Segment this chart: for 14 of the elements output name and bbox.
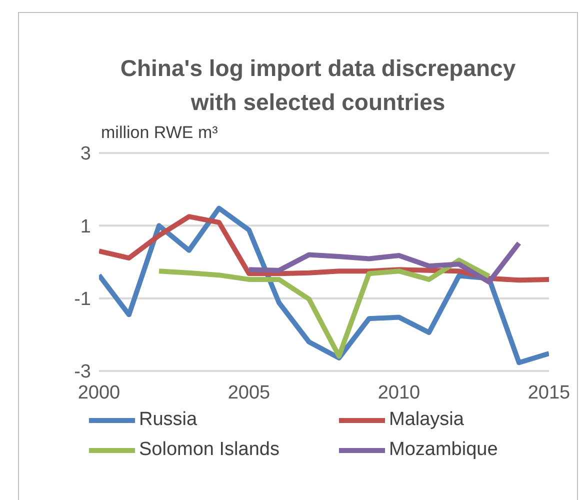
x-tick-label: 2010 [378, 382, 420, 404]
y-tick-label: -3 [74, 362, 91, 383]
legend-label: Solomon Islands [139, 439, 280, 461]
y-tick-label: 1 [80, 216, 91, 238]
y-tick-label: 3 [80, 144, 91, 165]
chart-title: China's log import data discrepancy with selected countries [119, 54, 517, 117]
y-tick-label: -1 [74, 289, 91, 310]
x-tick-label: 2005 [228, 382, 270, 404]
legend-label: Russia [139, 409, 198, 431]
y-axis-title: million RWE m³ [101, 123, 219, 143]
x-tick-label: 2015 [528, 382, 570, 404]
legend-label: Mozambique [389, 439, 498, 461]
legend-label: Malaysia [389, 409, 464, 431]
x-tick-label: 2000 [78, 382, 120, 404]
